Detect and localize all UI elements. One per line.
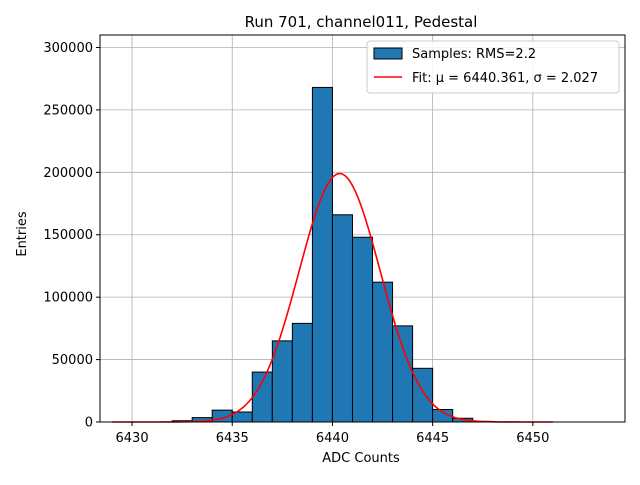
x-tick-label: 6450 xyxy=(516,431,549,446)
histogram-bar xyxy=(251,371,273,423)
histogram-bar xyxy=(331,214,353,423)
y-tick-label: 100000 xyxy=(43,291,93,306)
x-axis-label: ADC Counts xyxy=(322,451,400,466)
histogram-bar xyxy=(392,325,414,423)
x-axis-ticks: 6430 6435 6440 6445 6450 xyxy=(116,422,549,446)
x-tick-label: 6430 xyxy=(116,431,149,446)
histogram-bars xyxy=(171,86,494,423)
chart-title: Run 701, channel011, Pedestal xyxy=(245,13,478,31)
legend-box xyxy=(366,40,620,94)
y-axis-label: Entries xyxy=(15,211,30,257)
y-tick-label: 0 xyxy=(85,416,93,431)
legend: Samples: RMS=2.2 Fit: μ = 6440.361, σ = … xyxy=(366,40,620,94)
x-tick-label: 6445 xyxy=(416,431,449,446)
histogram-bar xyxy=(311,86,333,423)
y-axis-ticks: 0 50000 100000 150000 200000 250000 300000 xyxy=(43,41,100,431)
y-tick-label: 150000 xyxy=(43,228,93,243)
x-tick-label: 6440 xyxy=(316,431,349,446)
y-tick-label: 200000 xyxy=(43,166,93,181)
x-tick-label: 6435 xyxy=(216,431,249,446)
legend-fit-label: Fit: μ = 6440.361, σ = 2.027 xyxy=(412,71,598,86)
y-tick-label: 300000 xyxy=(43,41,93,56)
histogram-bar xyxy=(351,236,374,423)
histogram-bar xyxy=(412,367,434,423)
histogram-bar xyxy=(291,322,313,423)
plot-frame xyxy=(99,34,626,423)
legend-histogram-swatch xyxy=(373,47,403,60)
legend-histogram-label: Samples: RMS=2.2 xyxy=(412,47,536,62)
y-tick-label: 250000 xyxy=(43,103,93,118)
y-tick-label: 50000 xyxy=(52,353,93,368)
